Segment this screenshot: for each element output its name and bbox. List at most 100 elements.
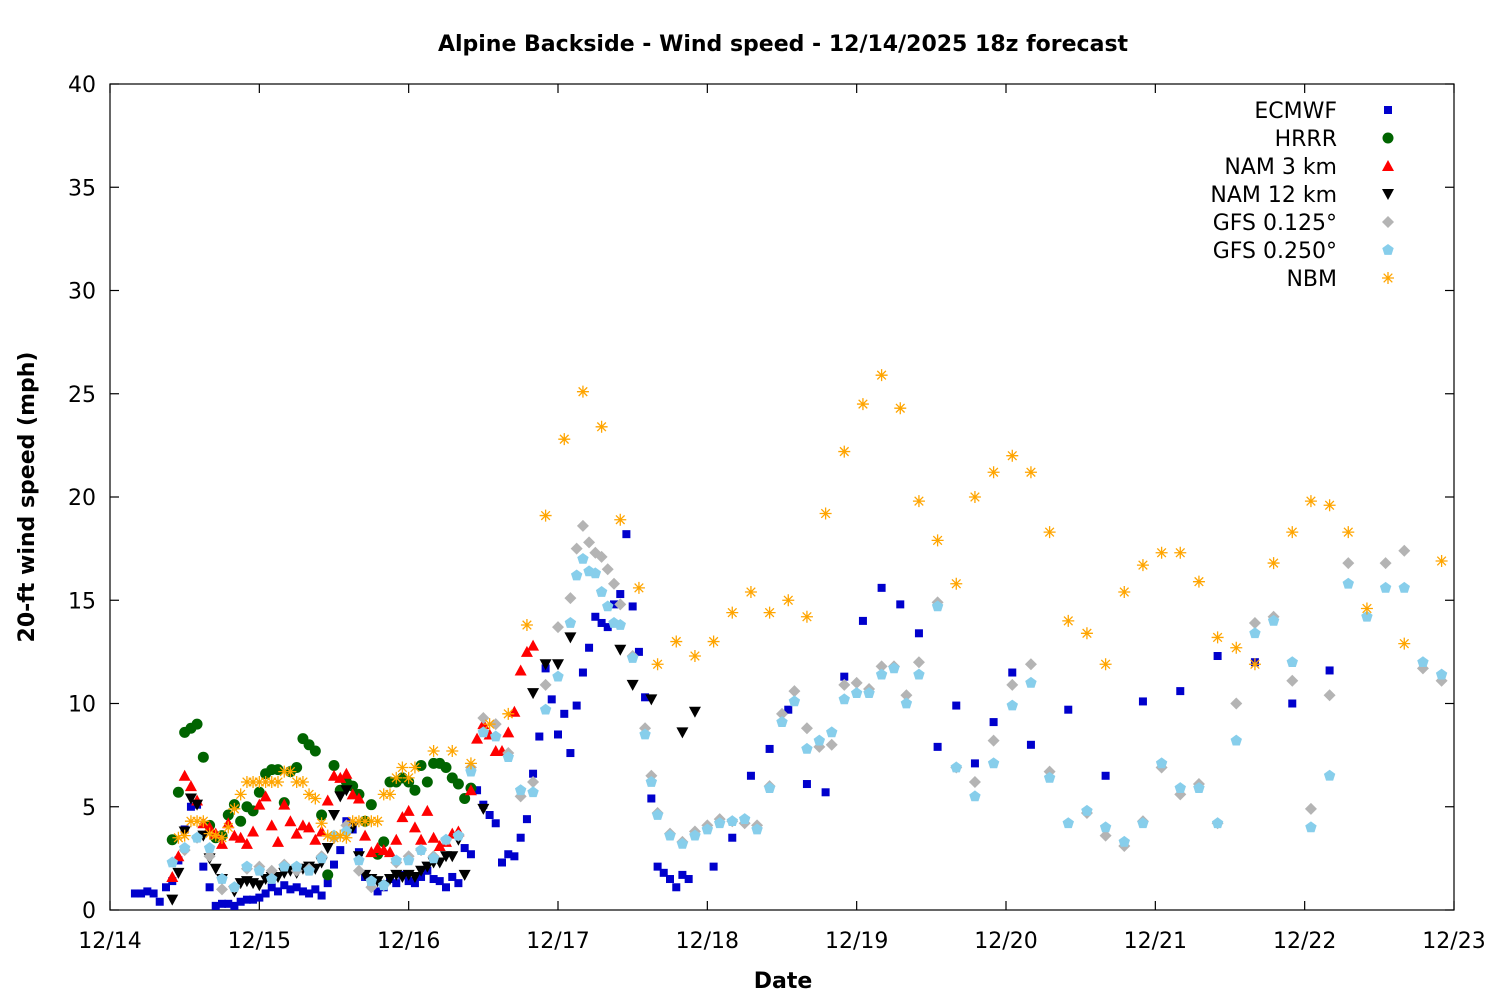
data-point bbox=[1249, 627, 1261, 639]
data-point bbox=[446, 851, 459, 863]
data-point bbox=[197, 815, 210, 828]
data-point bbox=[272, 871, 284, 883]
data-point bbox=[286, 885, 295, 894]
data-point bbox=[191, 799, 204, 811]
data-point bbox=[284, 765, 297, 778]
data-point bbox=[305, 889, 314, 898]
data-point bbox=[465, 765, 477, 777]
data-point bbox=[746, 771, 755, 780]
data-point bbox=[877, 583, 886, 592]
data-point bbox=[801, 742, 813, 754]
data-point bbox=[987, 734, 1000, 747]
data-point bbox=[1305, 821, 1317, 833]
data-point bbox=[1286, 674, 1299, 687]
data-point bbox=[352, 815, 365, 828]
data-point bbox=[583, 536, 596, 549]
data-point bbox=[576, 385, 589, 398]
data-point bbox=[970, 759, 979, 768]
data-point bbox=[265, 819, 278, 831]
data-point bbox=[560, 709, 569, 718]
data-point bbox=[290, 827, 303, 839]
data-point bbox=[1062, 817, 1074, 829]
data-point bbox=[651, 809, 664, 820]
data-point bbox=[840, 672, 849, 681]
data-point bbox=[280, 881, 289, 890]
legend-label-ecmwf: ECMWF bbox=[1254, 99, 1337, 124]
data-point bbox=[1025, 676, 1037, 688]
data-point bbox=[241, 860, 253, 872]
data-point bbox=[632, 581, 645, 594]
data-point bbox=[197, 751, 209, 763]
y-tick-label: 30 bbox=[68, 280, 96, 305]
data-point bbox=[1398, 581, 1410, 593]
data-point bbox=[1435, 668, 1448, 680]
legend-label-hrrr: HRRR bbox=[1275, 127, 1337, 152]
data-point bbox=[346, 788, 359, 800]
data-point bbox=[813, 734, 826, 746]
data-point bbox=[284, 815, 297, 827]
data-point bbox=[247, 825, 260, 837]
data-point bbox=[664, 829, 676, 841]
data-point bbox=[278, 765, 291, 778]
data-point bbox=[676, 837, 689, 849]
data-point bbox=[672, 883, 681, 892]
data-point bbox=[1176, 687, 1185, 696]
x-tick-label: 12/22 bbox=[1273, 929, 1336, 954]
data-point bbox=[684, 875, 693, 884]
data-point bbox=[552, 670, 564, 682]
y-tick-label: 0 bbox=[82, 899, 96, 924]
data-point bbox=[776, 707, 788, 720]
series-nam-3-km bbox=[166, 639, 540, 882]
data-point bbox=[1174, 546, 1187, 559]
data-point bbox=[1193, 782, 1205, 794]
data-point bbox=[292, 883, 301, 892]
data-point bbox=[614, 513, 627, 526]
data-point bbox=[728, 833, 737, 842]
y-tick-label: 20 bbox=[68, 486, 96, 511]
data-point bbox=[267, 883, 276, 892]
data-point bbox=[216, 883, 228, 896]
data-point bbox=[477, 726, 490, 738]
data-point bbox=[203, 850, 216, 863]
x-tick-label: 12/17 bbox=[526, 929, 589, 954]
legend-marker-gfs-0-250 bbox=[1382, 244, 1394, 255]
x-tick-label: 12/16 bbox=[377, 929, 440, 954]
data-point bbox=[894, 402, 907, 415]
data-point bbox=[290, 860, 303, 872]
data-point bbox=[614, 644, 627, 656]
data-point bbox=[452, 778, 464, 790]
data-point bbox=[396, 761, 409, 774]
data-point bbox=[199, 862, 208, 871]
data-point bbox=[323, 879, 332, 888]
data-point bbox=[659, 868, 668, 877]
data-point bbox=[554, 730, 562, 739]
data-point bbox=[274, 887, 282, 896]
data-point bbox=[485, 811, 494, 820]
legend-marker-hrrr bbox=[1382, 132, 1394, 144]
data-point bbox=[166, 834, 178, 846]
data-point bbox=[595, 550, 608, 563]
y-tick-label: 40 bbox=[68, 73, 96, 98]
data-point bbox=[784, 705, 793, 714]
series-nbm bbox=[172, 369, 1448, 844]
data-point bbox=[527, 786, 539, 798]
data-point bbox=[272, 775, 284, 788]
data-point bbox=[912, 656, 925, 669]
data-point bbox=[346, 815, 359, 828]
data-point bbox=[471, 732, 484, 744]
data-point bbox=[218, 899, 226, 908]
data-point bbox=[520, 619, 533, 632]
data-point bbox=[639, 728, 651, 740]
data-point bbox=[1006, 449, 1019, 462]
data-point bbox=[483, 718, 496, 731]
data-point bbox=[253, 798, 266, 810]
data-point bbox=[858, 616, 867, 625]
data-point bbox=[1417, 656, 1429, 668]
data-point bbox=[166, 894, 179, 906]
data-point bbox=[290, 775, 303, 788]
x-tick-label: 12/18 bbox=[676, 929, 739, 954]
data-point bbox=[1213, 652, 1222, 661]
data-point bbox=[502, 726, 515, 738]
data-point bbox=[203, 827, 216, 840]
data-point bbox=[415, 844, 427, 855]
